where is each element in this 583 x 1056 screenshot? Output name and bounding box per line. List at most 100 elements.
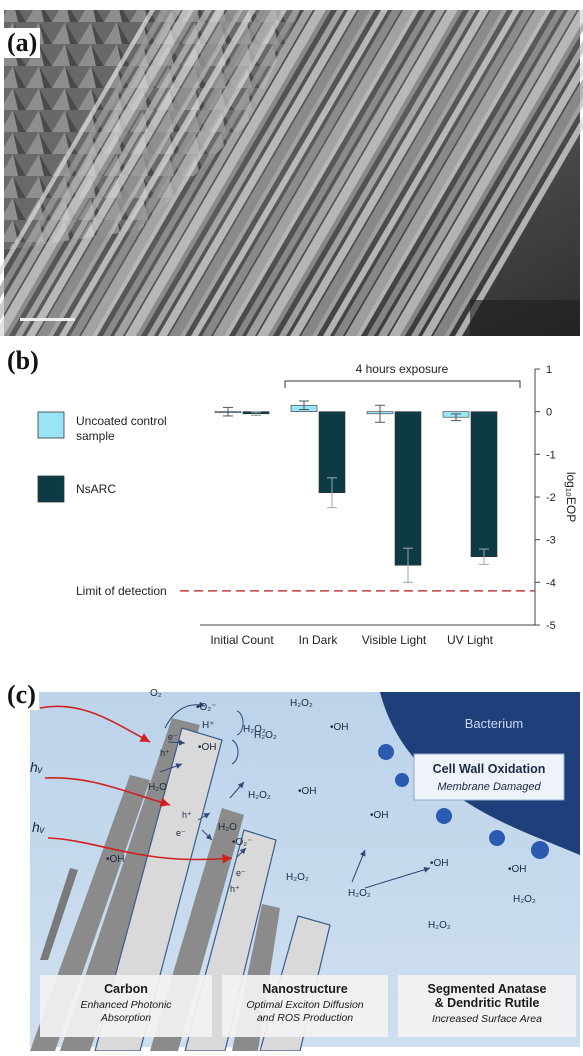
sem-column [4, 10, 199, 336]
carrier-e-2: e⁻ [176, 828, 186, 838]
sem-column [323, 10, 520, 336]
caption-title-carbon: Carbon [104, 982, 148, 996]
panel-b: (b) Uncoated control sample NsARC 4 hour… [0, 338, 583, 680]
species-h2o2-4: H₂O₂ [286, 872, 309, 883]
y-tick-label: -2 [546, 492, 556, 504]
species-h2o2-7: H₂O₂ [428, 920, 451, 931]
sem-column [367, 10, 564, 336]
caption-line-carbon-1: Enhanced Photonic [80, 999, 172, 1011]
species-oh-4: •OH [370, 810, 389, 821]
cell-wall-subtitle: Membrane Damaged [437, 781, 541, 793]
x-tick-label: Visible Light [362, 633, 427, 647]
species-h2o2-2: H₂O₂ [290, 698, 313, 709]
sem-micrograph [0, 10, 583, 336]
sem-column [400, 22, 583, 336]
sem-column [202, 10, 401, 336]
species-h2o2-6: H₂O₂ [513, 894, 536, 905]
bacterium-label: Bacterium [465, 716, 524, 731]
caption-title-nanostructure: Nanostructure [262, 982, 347, 996]
sem-column [411, 40, 583, 336]
bar-nsarc [394, 411, 422, 566]
legend-label-control-2: sample [76, 429, 115, 443]
y-tick-label: -1 [546, 449, 556, 461]
sem-column [235, 10, 432, 336]
y-tick-label: 1 [546, 364, 552, 376]
caption-line-nano-2: and ROS Production [257, 1012, 353, 1024]
caption-line-anatase: Increased Surface Area [432, 1013, 542, 1025]
limit-of-detection-label: Limit of detection [76, 584, 167, 598]
carrier-e-1: e⁻ [168, 732, 178, 742]
y-axis-label: log₁₀EOP [564, 472, 578, 522]
sem-column [48, 10, 243, 336]
sem-column [0, 10, 194, 336]
sem-column [70, 10, 269, 336]
sem-column [0, 10, 168, 299]
sem-column [59, 10, 256, 336]
caption-title-anatase-2: & Dendritic Rutile [435, 996, 540, 1010]
sem-column [257, 10, 458, 336]
y-tick-label: 0 [546, 407, 552, 419]
photocatalysis-schematic: Bacterium Cell Wall Oxidation Membrane D… [30, 688, 580, 1052]
species-h-plus: H⁺ [202, 720, 215, 731]
x-tick-label: In Dark [299, 633, 339, 647]
sem-column [356, 10, 551, 336]
sem-column [213, 10, 414, 336]
cell-wall-box [413, 753, 565, 801]
species-o2-minus-2: •O₂⁻ [232, 837, 252, 848]
legend-swatch-nsarc [37, 475, 65, 503]
sem-column [389, 10, 583, 336]
panel-a: (a) [0, 0, 583, 338]
sem-column [147, 10, 344, 336]
sem-column [279, 10, 476, 336]
y-tick-label: -3 [546, 535, 556, 547]
exposure-label: 4 hours exposure [356, 362, 449, 376]
species-oh-6: •OH [508, 864, 527, 875]
panel-label-b: (b) [4, 346, 42, 376]
sem-column [136, 10, 331, 336]
carrier-h-2: h⁺ [182, 810, 192, 820]
sem-column [158, 10, 357, 336]
y-tick-label: -5 [546, 620, 556, 632]
caption-line-carbon-2: Absorption [100, 1012, 151, 1024]
cell-wall-title: Cell Wall Oxidation [433, 762, 546, 776]
carrier-h-1: h⁺ [160, 748, 170, 758]
sem-column [378, 10, 577, 336]
sem-column [246, 10, 445, 336]
panel-label-a: (a) [4, 28, 41, 58]
sem-column [301, 10, 502, 336]
species-h2o2-bracket: H₂O₂ [254, 730, 277, 741]
x-tick-label: UV Light [447, 633, 494, 647]
panel-label-c: (c) [4, 680, 39, 710]
sem-column [455, 116, 583, 336]
sem-column [0, 10, 155, 276]
caption-box-carbon [40, 975, 212, 1037]
sem-column [180, 10, 375, 336]
bar-chart: Uncoated control sample NsARC 4 hours ex… [37, 362, 578, 647]
bar-nsarc [470, 411, 498, 558]
legend-swatch-control [37, 411, 65, 439]
sem-column [422, 59, 583, 336]
sem-column [0, 10, 181, 321]
sem-column [444, 97, 583, 336]
sem-columns [0, 10, 583, 336]
sem-column [92, 10, 287, 336]
sem-column [103, 10, 300, 336]
panel-c: Bacterium Cell Wall Oxidation Membrane D… [0, 680, 583, 1052]
species-oh-1: •OH [198, 742, 217, 753]
sem-column [191, 10, 388, 336]
sem-column [268, 10, 463, 336]
sem-column [37, 10, 238, 336]
sem-column [81, 10, 282, 336]
sem-column [169, 10, 370, 336]
species-oh-3: •OH [298, 786, 317, 797]
species-h2o2-5: H₂O₂ [348, 888, 371, 899]
sem-column [345, 10, 546, 336]
photon-label-2: hᵥ [32, 819, 46, 835]
species-oh-2: •OH [330, 722, 349, 733]
photon-label-1: hᵥ [30, 759, 44, 775]
sem-column [433, 78, 583, 336]
caption-box-nanostructure [222, 975, 388, 1037]
sem-column [26, 10, 225, 336]
sem-column [312, 10, 507, 336]
caption-line-nano-1: Optimal Exciton Diffusion [246, 999, 363, 1011]
